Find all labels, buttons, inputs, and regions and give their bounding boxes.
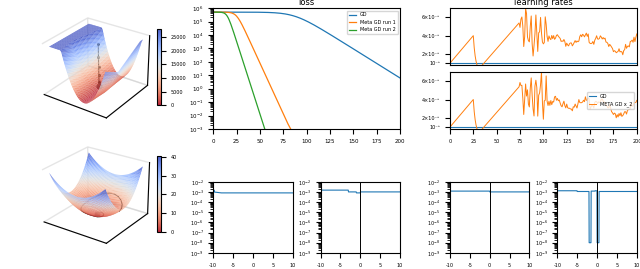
Legend: GD, META GD x_2: GD, META GD x_2	[587, 92, 634, 109]
Meta GD run 2	[337, 145, 344, 148]
Meta GD run 1	[226, 11, 234, 14]
Meta GD run 2	[226, 20, 234, 24]
GD	[288, 14, 296, 17]
GD	[380, 66, 388, 70]
Meta GD run 2	[278, 145, 285, 148]
Line: Meta GD run 2: Meta GD run 2	[213, 12, 400, 146]
Meta GD run 2	[310, 145, 318, 148]
Meta GD run 1	[211, 10, 218, 14]
Meta GD run 1	[390, 137, 398, 140]
GD	[396, 76, 404, 80]
Meta GD run 1	[209, 10, 217, 14]
GD	[211, 10, 218, 14]
Meta GD run 2	[381, 145, 389, 148]
Title: loss: loss	[298, 0, 315, 7]
Meta GD run 2	[211, 10, 218, 14]
Meta GD run 1	[278, 108, 285, 112]
Legend: GD, Meta GD run 1, Meta GD run 2: GD, Meta GD run 1, Meta GD run 2	[347, 10, 397, 34]
Line: GD: GD	[213, 12, 400, 78]
GD	[278, 12, 285, 15]
Meta GD run 2	[209, 10, 217, 14]
GD	[226, 10, 234, 14]
Meta GD run 1	[380, 137, 388, 140]
Meta GD run 2	[288, 145, 296, 148]
GD	[310, 23, 318, 27]
Meta GD run 1	[288, 129, 296, 132]
Meta GD run 1	[310, 137, 318, 140]
Line: Meta GD run 1: Meta GD run 1	[213, 12, 400, 138]
Title: learning rates: learning rates	[514, 0, 573, 7]
Meta GD run 2	[396, 145, 404, 148]
GD	[209, 10, 217, 14]
Meta GD run 1	[396, 137, 404, 140]
